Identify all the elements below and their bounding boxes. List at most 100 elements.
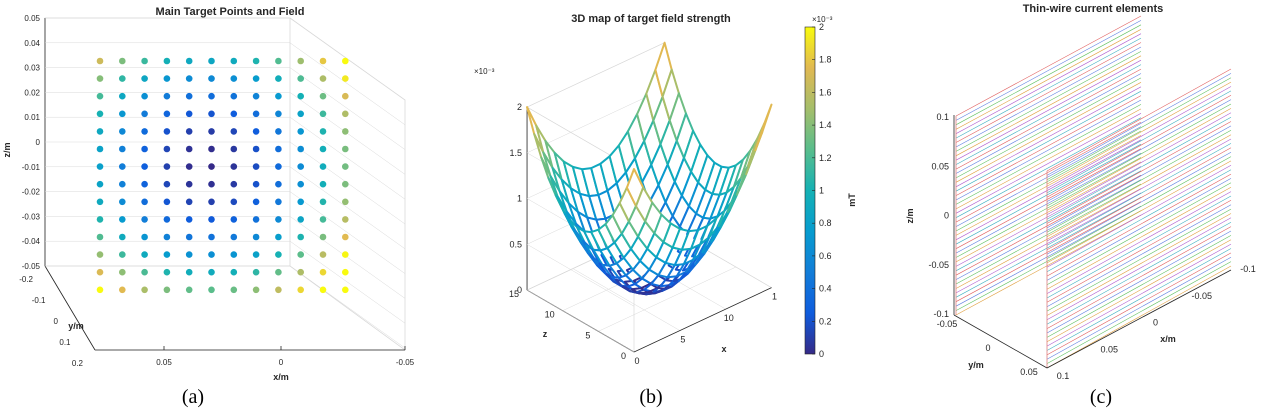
- panel-a-point: [230, 286, 238, 294]
- panel-a-point: [275, 233, 282, 241]
- panel-b-colorbar-label: mT: [847, 193, 857, 207]
- panel-c-wire: [1046, 248, 1232, 351]
- panel-b-mesh: [526, 41, 773, 296]
- panel-c-wire: [1046, 200, 1232, 303]
- panel-a-point: [185, 163, 193, 170]
- panel-c-wire: [1046, 252, 1232, 356]
- panel-a-point: [230, 233, 238, 241]
- panel-a-point: [297, 268, 305, 276]
- panel-a-point: [342, 233, 349, 241]
- panel-b-z-gridline-side: [526, 244, 635, 307]
- panel-c-ylabel: y/m: [968, 360, 984, 370]
- panel-a-point: [141, 145, 148, 153]
- panel-c-wire: [1046, 235, 1232, 338]
- panel-a-z-gridline-side: [289, 166, 406, 250]
- panel-c-wire: [955, 139, 1142, 241]
- panel-c-wire: [1046, 160, 1232, 264]
- panel-a-point: [141, 163, 148, 170]
- panel-a-floor-edge: [44, 265, 405, 351]
- panel-a-point: [297, 110, 305, 118]
- panel-a-point: [163, 110, 171, 118]
- panel-b-y-tick-label: 5: [585, 330, 590, 340]
- panel-b-x-ticks: 0 5 10 1: [634, 292, 777, 366]
- panel-c-wire: [1046, 195, 1232, 299]
- panel-b-colorbar-tick-label: 1.6: [819, 87, 832, 97]
- panel-b-x-tick-label: 1: [772, 292, 777, 302]
- panel-b-z-tick-label: 0: [517, 285, 522, 295]
- panel-a-point: [297, 75, 305, 82]
- panel-a-point: [208, 180, 215, 188]
- panel-a-point: [297, 198, 305, 206]
- panel-b-z-tick-label: 0.5: [510, 239, 523, 249]
- panel-a-z-ticks: 0.05 0.04 0.03 0.02 0.01 0 -0.01 -0.02 -0.03 -0.0…: [22, 14, 406, 349]
- panel-b-z-exponent: ×10⁻³: [474, 67, 495, 76]
- panel-c-wire: [1046, 230, 1232, 334]
- panel-b-x-tick-label: 5: [680, 335, 685, 345]
- panel-a-point: [163, 128, 171, 135]
- panel-c-wires: Thin-wire current elements 0.10.050-0.05…: [905, 3, 1256, 381]
- panel-c-wire: [1046, 134, 1232, 237]
- panel-a-z-gridline-side: [289, 216, 406, 299]
- panel-a-point: [208, 128, 215, 135]
- panel-a-point: [141, 180, 148, 188]
- panel-a-point: [342, 163, 349, 170]
- panel-c-wire: [955, 188, 1142, 289]
- panel-c-wire: [1046, 261, 1232, 364]
- panel-a-point: [119, 251, 126, 258]
- panel-a-y-tick-label: -0.1: [32, 296, 46, 305]
- caption-a: (a): [182, 386, 204, 408]
- panel-a-point: [252, 233, 260, 241]
- panel-c-wire: [955, 15, 1142, 117]
- panel-c-wire: [955, 166, 1142, 267]
- panel-a-point: [252, 145, 260, 153]
- panel-c-wire: [955, 113, 1142, 214]
- panel-b-colorbar-tick-label: 1.2: [819, 153, 832, 163]
- panel-c-wire: [955, 64, 1142, 165]
- panel-c-wire: [1046, 213, 1232, 316]
- panel-c-wire: [1046, 204, 1232, 307]
- panel-a-point: [96, 75, 104, 82]
- panel-a-point: [185, 286, 193, 294]
- panel-b-y-ticks: 0 5 10 15: [509, 289, 626, 361]
- panel-a-point: [319, 163, 327, 170]
- panel-a-point: [252, 163, 260, 170]
- panel-a-z-gridline-side: [289, 265, 406, 349]
- panel-c-wire: [955, 99, 1142, 201]
- panel-b-z-tick-label: 1: [517, 194, 522, 204]
- panel-a-point: [297, 92, 305, 100]
- panel-c-y-tick-label: 0.05: [1020, 367, 1038, 377]
- panel-a-z-tick-label: -0.02: [22, 188, 41, 197]
- panel-c-wire: [1046, 191, 1232, 294]
- panel-a-point: [319, 268, 327, 276]
- panel-c-wire: [955, 214, 1142, 316]
- panel-c-wire: [1046, 68, 1232, 172]
- panel-c-y-tick-label: -0.05: [937, 319, 958, 329]
- panel-a-point: [141, 92, 148, 100]
- panel-c-wire: [955, 135, 1142, 236]
- panel-a-point: [163, 57, 171, 65]
- panel-b-y-tick-label: 15: [509, 289, 519, 299]
- panel-b-z-gridline: [526, 88, 665, 154]
- panel-a-point: [96, 110, 104, 118]
- panel-c-wire: [955, 174, 1142, 276]
- panel-a-point: [230, 180, 238, 188]
- panel-c-wire: [1046, 221, 1232, 325]
- panel-a-point: [163, 233, 171, 241]
- panel-a-point: [319, 57, 327, 65]
- panel-a-z-tick-label: -0.05: [22, 262, 41, 271]
- panel-c-zlabel: z/m: [905, 208, 915, 223]
- panel-a-point: [275, 128, 282, 135]
- panel-a-point: [185, 268, 193, 276]
- panel-b-x-tick-label: 0: [634, 356, 639, 366]
- panel-a-point: [275, 198, 282, 206]
- panel-c-wire: [955, 59, 1142, 161]
- panel-a-point: [342, 268, 349, 276]
- panel-c-wire: [1046, 90, 1232, 194]
- panel-a-point: [119, 268, 126, 276]
- panel-b-colorbar-tick-label: 2: [819, 22, 824, 32]
- panel-a-point: [319, 75, 327, 82]
- panel-c-wire: [955, 29, 1142, 130]
- caption-c: (c): [1090, 386, 1112, 408]
- panel-c-wire: [1046, 186, 1232, 290]
- panel-a-point: [185, 75, 193, 82]
